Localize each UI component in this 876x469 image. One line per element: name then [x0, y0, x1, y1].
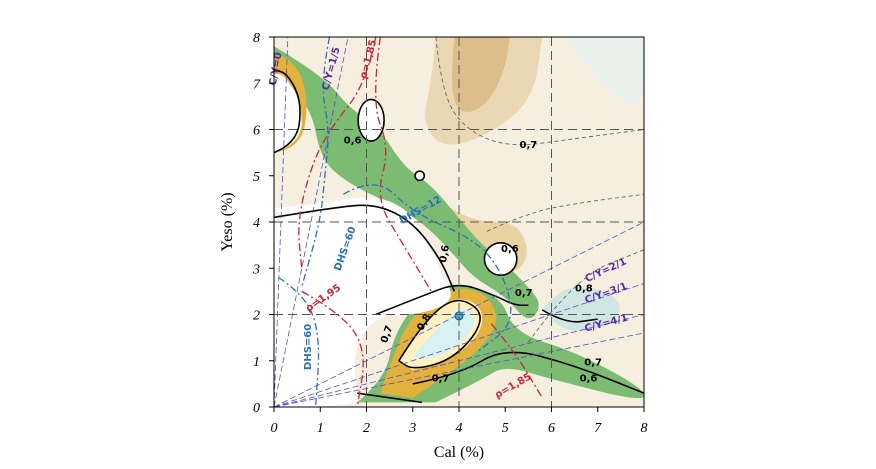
- annotation: 0,7: [584, 357, 602, 368]
- contour-line: [490, 323, 543, 399]
- y-tick-label: 4: [253, 216, 260, 231]
- x-tick-label: 0: [271, 421, 278, 436]
- contour-line: [435, 36, 645, 146]
- contour-line: [273, 221, 645, 408]
- contour-line: [273, 283, 645, 408]
- contour-band: [274, 197, 445, 304]
- contour-line: [398, 299, 481, 369]
- annotation: 0,7: [432, 374, 450, 385]
- annotation: 0,6: [344, 135, 362, 146]
- annotation: 0,6: [438, 244, 452, 263]
- contour-line: [486, 193, 645, 232]
- contour-line: [301, 290, 364, 408]
- plot-frame: [273, 36, 645, 408]
- annotation: 0,6: [580, 374, 598, 385]
- contour-line: [343, 184, 512, 353]
- x-tick-label: 8: [641, 421, 648, 436]
- contour-line: [273, 68, 301, 154]
- y-tick-label: 5: [253, 170, 260, 185]
- y-axis-label: Yeso (%): [219, 192, 236, 251]
- contour-band: [274, 46, 539, 319]
- annotation: 0,6: [501, 244, 519, 255]
- x-tick-label: 7: [594, 421, 602, 436]
- contour-band: [274, 74, 302, 153]
- y-tick-label: 3: [252, 262, 260, 277]
- contour-line: [357, 392, 423, 404]
- annotation: DHS=60: [303, 324, 314, 370]
- contour-band: [565, 37, 644, 105]
- x-tick-label: 2: [363, 421, 370, 436]
- contour-line: [298, 36, 377, 269]
- contour-hole: [357, 98, 385, 142]
- x-tick-label: 6: [548, 421, 555, 436]
- contour-line: [273, 204, 456, 292]
- annotation: 0,7: [520, 140, 538, 151]
- x-tick-label: 3: [408, 421, 416, 436]
- contour-line: [541, 309, 598, 323]
- contour-line: [278, 276, 320, 408]
- y-tick-label: 6: [253, 124, 260, 139]
- x-axis-label: Cal (%): [434, 444, 484, 461]
- annotation: 0,8: [575, 283, 593, 294]
- contour-line: [528, 249, 645, 343]
- contour-line: [375, 284, 529, 316]
- contour-line: [375, 36, 432, 292]
- contour-line: [412, 351, 645, 394]
- y-tick-label: 0: [253, 401, 260, 416]
- contour-hole: [414, 170, 426, 182]
- y-tick-label: 1: [253, 355, 260, 370]
- y-tick-label: 2: [253, 309, 260, 324]
- y-tick-label: 8: [253, 31, 260, 46]
- annotation: 0,7: [515, 288, 533, 299]
- contour-band: [452, 37, 510, 113]
- y-tick-label: 7: [253, 77, 261, 92]
- x-tick-label: 1: [317, 421, 324, 436]
- contour-line: [301, 36, 331, 287]
- x-tick-label: 4: [456, 421, 463, 436]
- x-tick-label: 5: [502, 421, 509, 436]
